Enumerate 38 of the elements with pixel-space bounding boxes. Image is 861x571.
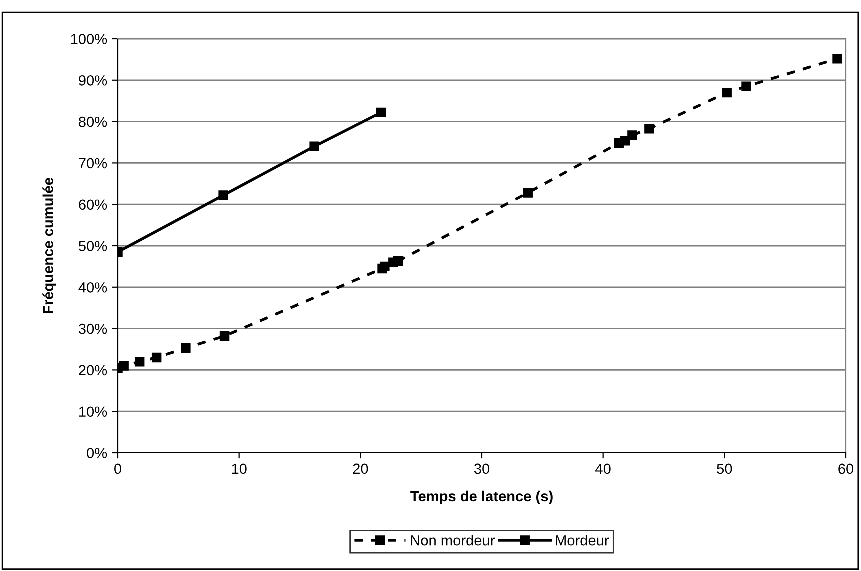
y-tick-label: 40% <box>78 282 108 293</box>
x-tick-label: 10 <box>232 464 247 474</box>
y-axis-title: Fréquence cumulée <box>42 178 56 314</box>
x-tick-label: 60 <box>838 464 854 474</box>
point <box>380 262 390 272</box>
y-tick-label: 60% <box>79 200 108 210</box>
y-tick-label: 30% <box>78 324 108 334</box>
y-tick-label: 70% <box>79 158 108 169</box>
point <box>220 331 230 342</box>
x-tick-label: 50 <box>717 464 732 474</box>
point <box>152 352 162 363</box>
legend-label: Non mordeur <box>411 535 495 546</box>
y-tick-label: 50% <box>78 241 108 252</box>
point <box>628 130 638 140</box>
point <box>376 108 386 118</box>
x-tick-label: 30 <box>474 464 490 474</box>
y-tick-label: 10% <box>80 406 108 418</box>
x-axis-title: Temps de latence (s) <box>410 490 553 504</box>
point <box>310 142 320 152</box>
point <box>644 124 654 134</box>
x-tick-label: 20 <box>353 464 368 474</box>
point <box>832 54 842 64</box>
y-tick-label: 80% <box>79 116 108 128</box>
y-tick-label: 20% <box>79 365 108 376</box>
point <box>722 88 732 98</box>
y-tick-label: 90% <box>79 76 108 86</box>
point <box>181 343 191 354</box>
point <box>393 256 404 266</box>
x-tick-label: 40 <box>596 464 611 474</box>
point <box>134 357 145 367</box>
legend-label: Mordeur <box>556 535 610 546</box>
x-tick-label: 0 <box>114 464 122 474</box>
point <box>218 190 228 200</box>
y-tick-label: 100% <box>71 34 108 44</box>
y-tick-label: 0% <box>87 448 108 458</box>
point <box>523 188 533 198</box>
point <box>119 361 129 371</box>
point <box>742 82 752 92</box>
